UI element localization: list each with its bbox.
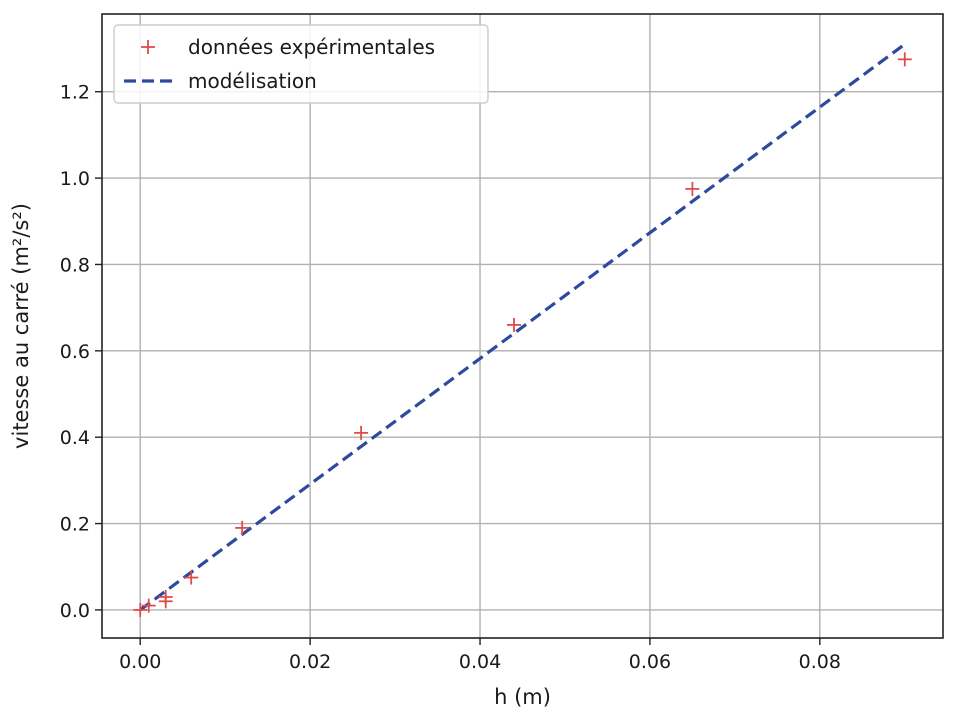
x-tick-label: 0.06 [629,651,671,673]
y-tick-label: 0.6 [60,341,90,363]
legend-item: modélisation [124,69,317,93]
legend: données expérimentales modélisation [113,24,489,104]
y-tick-label: 0.4 [60,427,90,449]
legend-item: données expérimentales [141,35,435,59]
data-point [897,52,912,67]
legend-box [113,24,489,104]
legend-label: données expérimentales [188,35,435,59]
y-axis-label: vitesse au carré (m²/s²) [9,203,33,449]
y-tick-label: 0.8 [60,254,90,276]
data-point [235,520,250,535]
data-point [141,598,156,613]
legend-label: modélisation [188,69,317,93]
plot-data [133,42,912,617]
model-line [139,42,906,612]
y-tick-label: 0.2 [60,514,90,536]
plot-frame [101,13,944,639]
x-tick-label: 0.08 [799,651,841,673]
data-point [184,570,199,585]
y-tick-label: 1.0 [60,168,90,190]
data-point [354,425,369,440]
x-tick-label: 0.02 [289,651,331,673]
x-tick-label: 0.04 [459,651,501,673]
x-axis-label: h (m) [494,685,551,709]
axis-ticks: 0.00 0.02 0.04 0.06 0.08 0.0 0.2 0.4 0.6 0.8 1.0 1.… [60,82,841,673]
y-tick-label: 0.0 [60,600,90,622]
y-tick-label: 1.2 [60,82,90,104]
data-point [158,594,173,609]
x-tick-label: 0.00 [119,651,161,673]
data-point [507,317,522,332]
data-point [685,181,700,196]
data-point [133,602,148,617]
